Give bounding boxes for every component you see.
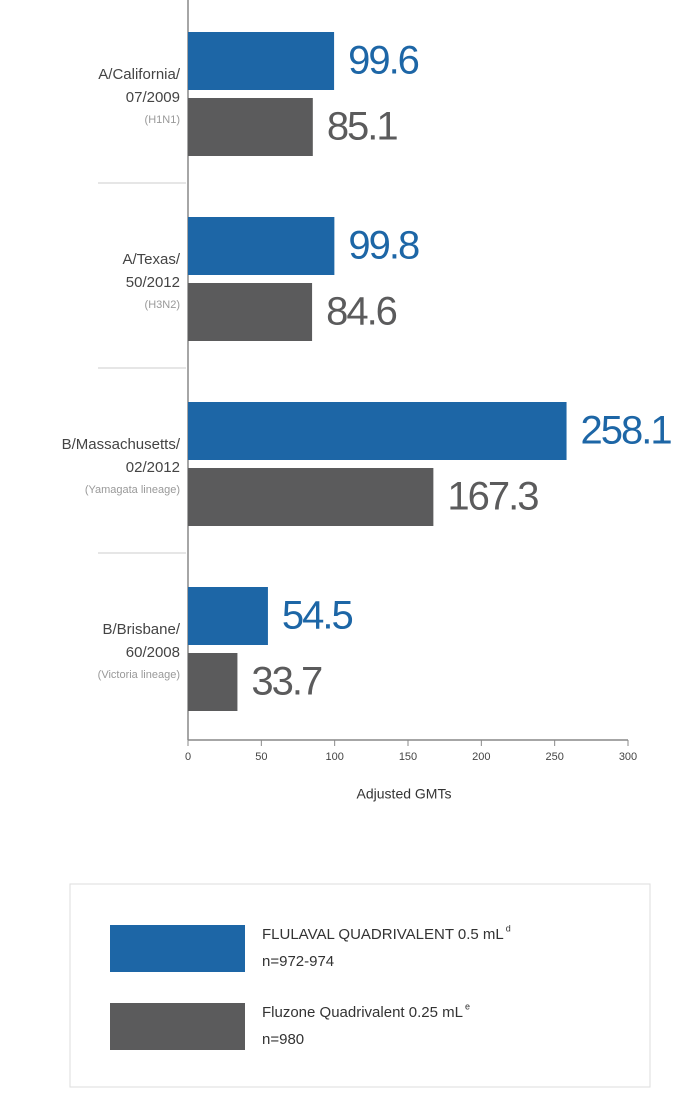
bar bbox=[188, 587, 268, 645]
lineage-label: (H3N2) bbox=[145, 299, 180, 311]
value-label: 84.6 bbox=[326, 290, 397, 334]
bar bbox=[188, 653, 238, 711]
x-tick-label: 100 bbox=[325, 751, 343, 763]
value-label: 33.7 bbox=[251, 660, 322, 704]
bar bbox=[188, 98, 313, 156]
category-label: A/California/ bbox=[98, 66, 181, 83]
bar bbox=[188, 283, 313, 341]
value-label: 167.3 bbox=[447, 475, 538, 519]
legend-superscript: d bbox=[506, 923, 511, 933]
value-label: 99.6 bbox=[348, 39, 419, 83]
value-label: 258.1 bbox=[581, 409, 672, 453]
bar bbox=[188, 402, 567, 460]
legend-label: Fluzone Quadrivalent 0.25 mL bbox=[262, 1004, 463, 1021]
bar bbox=[188, 217, 335, 275]
category-label: 50/2012 bbox=[126, 274, 180, 291]
legend-label: FLULAVAL QUADRIVALENT 0.5 mL bbox=[262, 926, 504, 943]
value-label: 85.1 bbox=[327, 105, 398, 149]
value-label: 54.5 bbox=[282, 594, 353, 638]
value-label: 99.8 bbox=[348, 224, 419, 268]
legend-n: n=972-974 bbox=[262, 953, 334, 970]
x-tick-label: 150 bbox=[399, 751, 417, 763]
category-label: B/Brisbane/ bbox=[102, 621, 180, 638]
x-tick-label: 50 bbox=[255, 751, 267, 763]
category-label: 02/2012 bbox=[126, 459, 180, 476]
category-label: 07/2009 bbox=[126, 89, 180, 106]
legend-n: n=980 bbox=[262, 1031, 304, 1048]
x-tick-label: 0 bbox=[185, 751, 191, 763]
x-tick-label: 300 bbox=[619, 751, 637, 763]
bar bbox=[188, 32, 335, 90]
legend-superscript: e bbox=[465, 1001, 470, 1011]
lineage-label: (H1N1) bbox=[145, 114, 180, 126]
category-label: B/Massachusetts/ bbox=[62, 436, 181, 453]
bar bbox=[188, 468, 434, 526]
legend-box bbox=[69, 883, 651, 1088]
legend-swatch bbox=[110, 1003, 245, 1050]
x-tick-label: 250 bbox=[545, 751, 563, 763]
category-label: A/Texas/ bbox=[122, 251, 180, 268]
legend-swatch bbox=[110, 925, 245, 972]
lineage-label: (Yamagata lineage) bbox=[85, 484, 180, 496]
category-label: 60/2008 bbox=[126, 644, 180, 661]
lineage-label: (Victoria lineage) bbox=[98, 669, 180, 681]
x-tick-label: 200 bbox=[472, 751, 490, 763]
x-axis-label: Adjusted GMTs bbox=[357, 786, 452, 802]
